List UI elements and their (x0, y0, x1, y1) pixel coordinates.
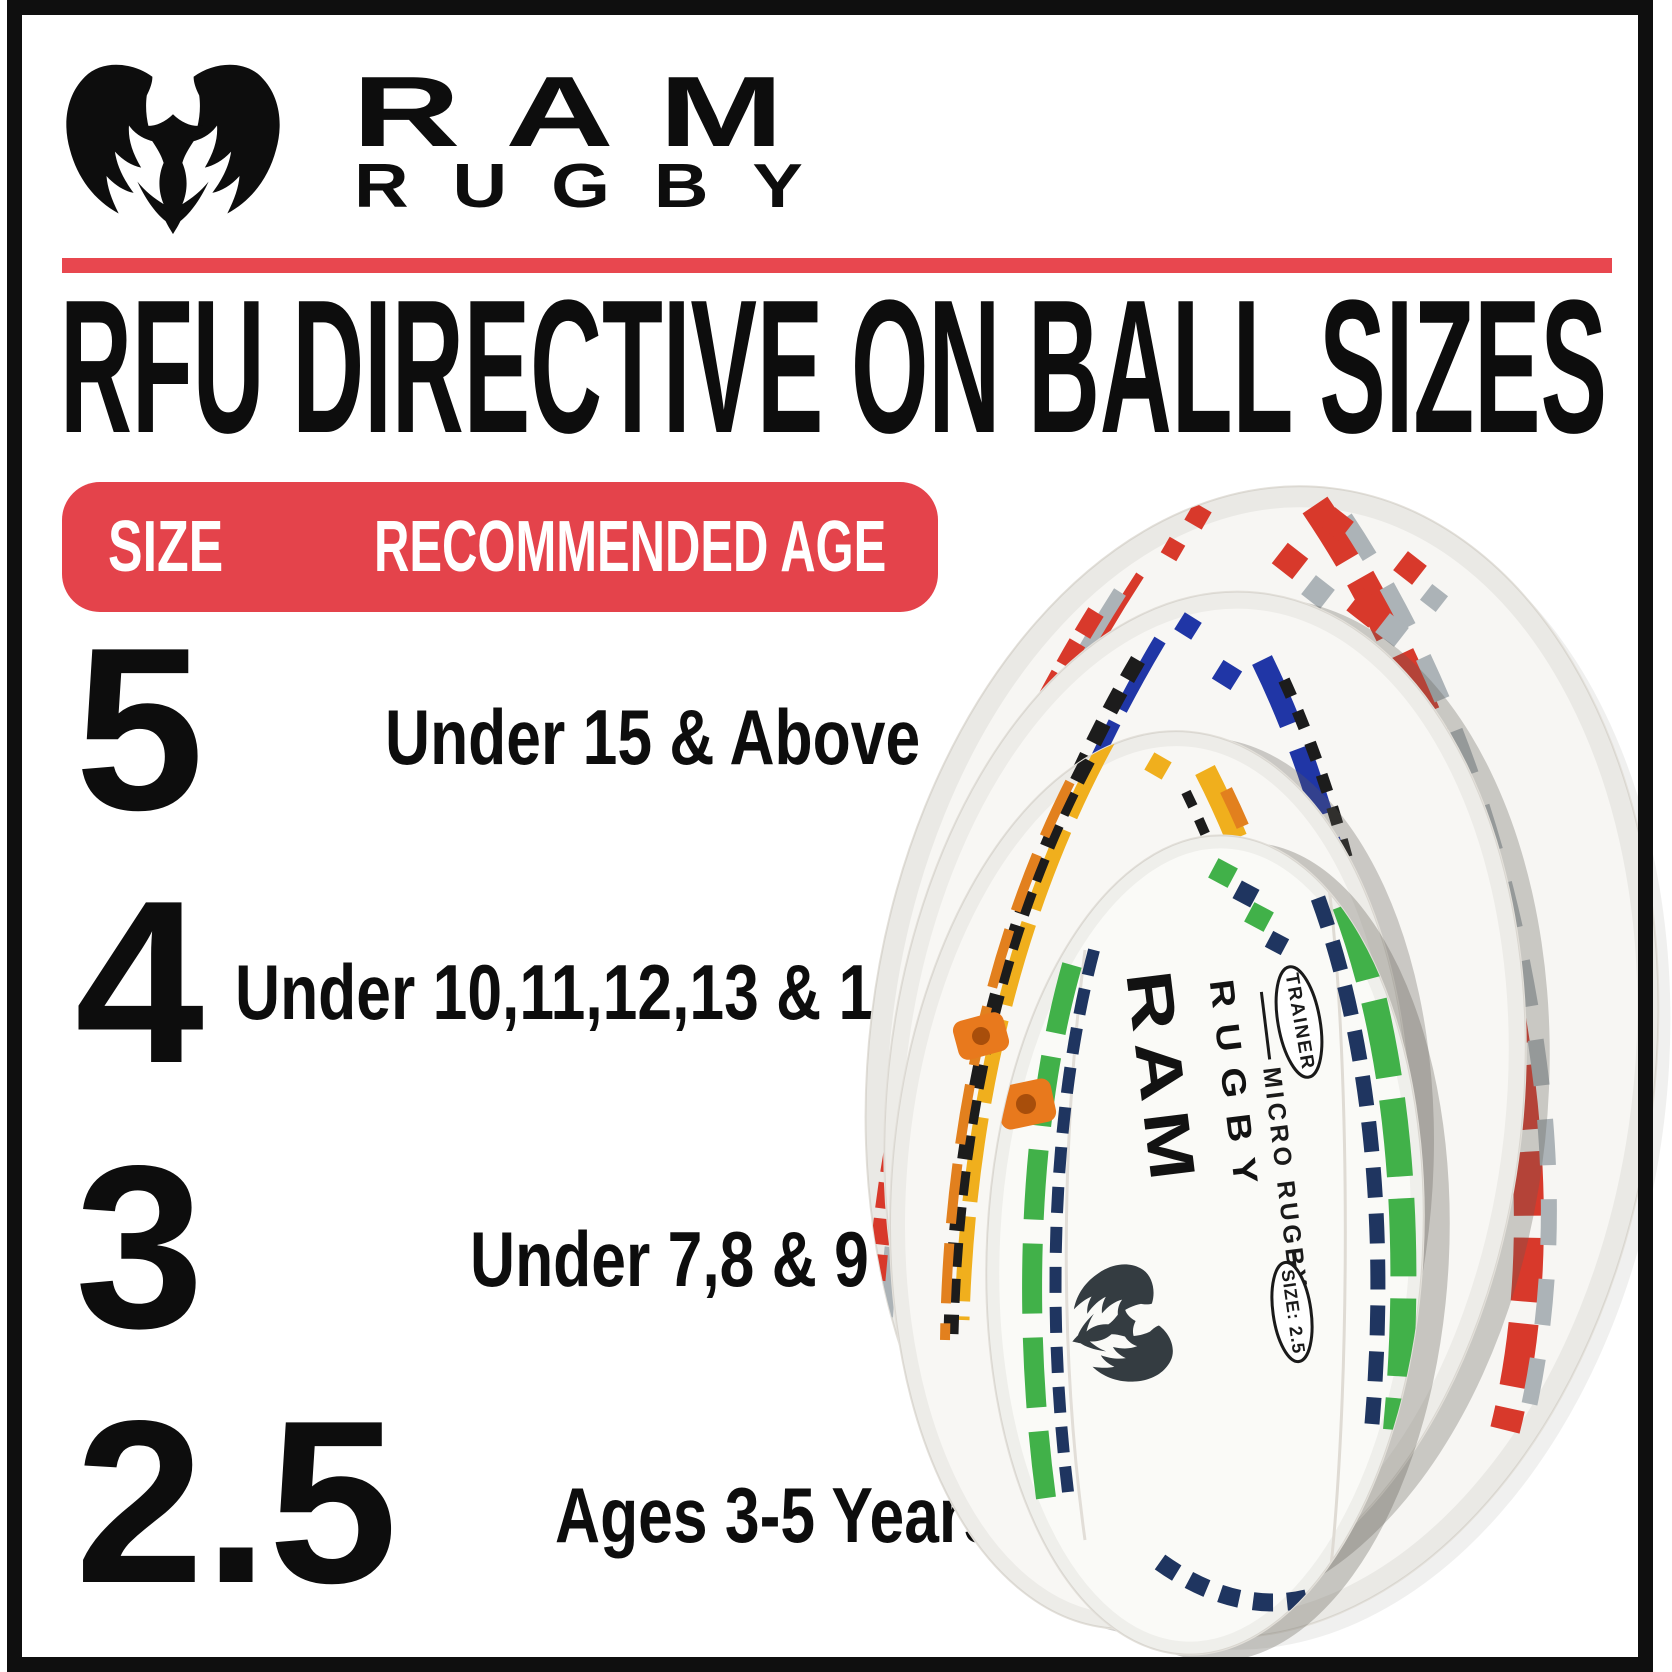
table-row-size-value: 3 (75, 1118, 205, 1377)
column-header-size: SIZE (108, 507, 224, 587)
table-row-age-value: Under 10,11,12,13 & 14 (235, 948, 908, 1036)
ram-head-logo-icon (58, 58, 288, 236)
ball-trainer-badge: TRAINER (1274, 965, 1324, 1079)
page-title: RFU DIRECTIVE ON BALL SIZES (60, 261, 1607, 473)
table-header-bar: SIZE RECOMMENDED AGE (62, 482, 938, 612)
column-header-recommended-age: RECOMMENDED AGE (374, 507, 887, 587)
ball-valve-icon (952, 1012, 1010, 1060)
ball-size-badge: SIZE: 2.5 (1270, 1260, 1314, 1364)
brand-wordmark-rugby: RUGBY (354, 152, 847, 221)
table-row-size-value: 4 (75, 853, 205, 1112)
table-row-age-value: Under 7,8 & 9 (470, 1215, 869, 1303)
table-row-age-value: Ages 3-5 Years (555, 1471, 998, 1559)
ball-valve-icon (995, 1078, 1057, 1130)
rugby-ball-size-2-5: RAM RUGBY MICRO RUGBY TRAINER (973, 824, 1450, 1666)
red-divider-line (62, 258, 1612, 273)
rugby-balls-product-image: RAM RUGBY MICRO RUGBY TRAINER (844, 470, 1672, 1666)
table-row-size-value: 2.5 (75, 1373, 398, 1632)
brand-wordmark-ram: RAM (352, 56, 829, 168)
table-row-age-value: Under 15 & Above (385, 693, 921, 781)
table-row-size-value: 5 (75, 600, 205, 859)
